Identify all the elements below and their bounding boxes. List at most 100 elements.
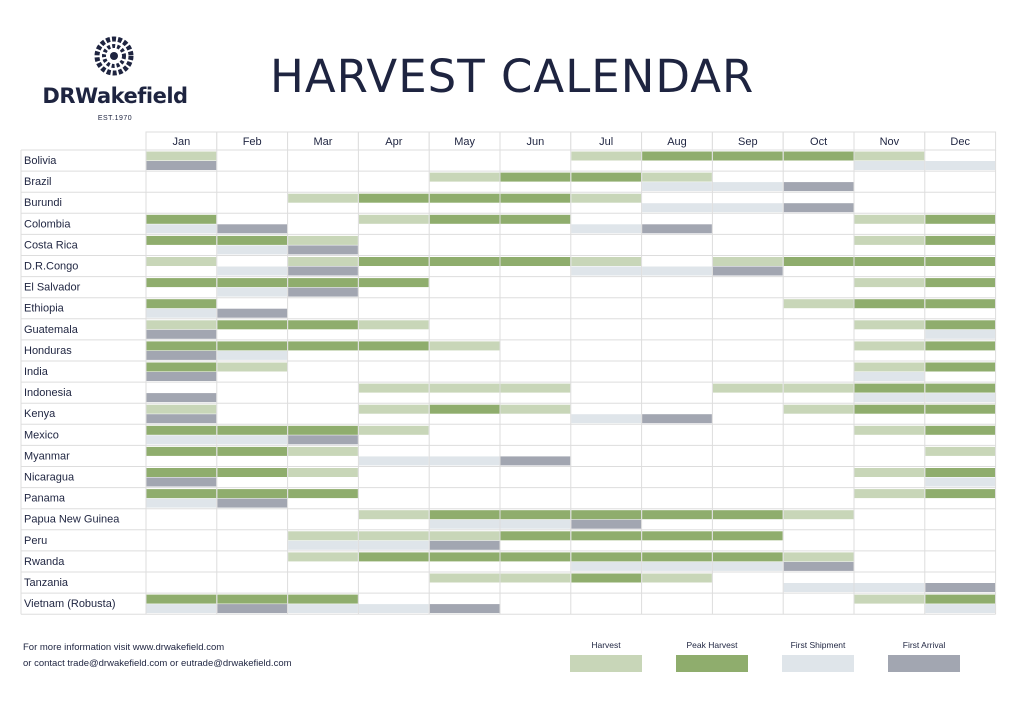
harvest-bar <box>429 172 500 182</box>
harvest-bar <box>854 425 925 435</box>
legend-item-first-shipment: First Shipment <box>782 640 854 672</box>
brand-established: EST.1970 <box>97 115 133 122</box>
shipment-bar <box>146 477 217 487</box>
shipment-bar <box>217 245 288 255</box>
harvest-bar <box>642 172 712 182</box>
shipment-bar <box>500 519 571 529</box>
page-title: HARVEST CALENDAR <box>270 50 755 103</box>
harvest-bar <box>146 362 217 372</box>
shipment-bar <box>783 561 854 571</box>
country-label: Papua New Guinea <box>24 514 120 526</box>
shipment-bar <box>217 266 288 276</box>
shipment-bar <box>429 604 500 614</box>
shipment-bar <box>217 224 288 234</box>
harvest-bar <box>146 299 217 309</box>
country-label: Bolivia <box>24 155 57 167</box>
shipment-bar <box>712 266 783 276</box>
harvest-bar <box>854 320 925 330</box>
shipment-bar <box>358 604 429 614</box>
harvest-bar <box>146 446 217 456</box>
shipment-bar <box>288 245 358 255</box>
harvest-bar <box>429 552 500 562</box>
shipment-bar <box>925 329 996 339</box>
harvest-bar <box>217 235 288 245</box>
country-label: Guatemala <box>24 324 79 336</box>
harvest-bar <box>146 594 217 604</box>
shipment-bar <box>783 203 854 213</box>
harvest-bar <box>854 299 925 309</box>
shipment-bar <box>146 393 217 403</box>
harvest-bar <box>500 383 571 393</box>
shipment-bar <box>854 583 925 592</box>
harvest-bar <box>500 172 571 182</box>
shipment-bar <box>358 456 429 466</box>
shipment-bar <box>429 456 500 466</box>
country-label: Mexico <box>24 429 59 441</box>
harvest-bar <box>358 404 429 414</box>
harvest-bar <box>500 552 571 562</box>
shipment-bar <box>146 435 217 445</box>
harvest-bar <box>217 341 288 351</box>
month-label: Oct <box>810 136 827 148</box>
harvest-bar <box>854 468 925 477</box>
month-label: Dec <box>950 136 970 148</box>
shipment-bar <box>146 308 217 318</box>
harvest-bar <box>288 193 358 203</box>
harvest-bar <box>288 552 358 562</box>
shipment-bar <box>571 561 642 571</box>
month-label: May <box>454 136 475 148</box>
harvest-bar <box>358 257 429 266</box>
harvest-bar <box>925 362 996 372</box>
harvest-bar <box>288 489 358 499</box>
harvest-bar <box>217 320 288 330</box>
shipment-bar <box>712 182 783 192</box>
brand-logo: DRWakefield EST.1970 <box>40 36 190 126</box>
harvest-bar <box>925 341 996 351</box>
harvest-bar <box>854 278 925 288</box>
country-label: Burundi <box>24 197 62 209</box>
shipment-bar <box>642 203 712 213</box>
harvest-bar <box>146 151 217 161</box>
harvest-bar <box>712 151 783 161</box>
shipment-bar <box>288 266 358 276</box>
harvest-bar <box>358 552 429 562</box>
month-label: Feb <box>243 136 262 148</box>
harvest-bar <box>217 468 288 477</box>
harvest-bar <box>429 214 500 224</box>
harvest-bar <box>642 531 712 541</box>
harvest-bar <box>429 193 500 203</box>
shipment-bar <box>712 561 783 571</box>
harvest-bar <box>925 489 996 499</box>
country-label: D.R.Congo <box>24 261 78 273</box>
harvest-calendar-table: Jan Feb Mar Apr May Jun Jul Aug Sep Oct Nov Dec Boli… <box>20 131 997 615</box>
harvest-bar <box>854 257 925 266</box>
shipment-bar <box>217 435 288 445</box>
harvest-bar <box>217 362 288 372</box>
harvest-bar <box>642 151 712 161</box>
harvest-bar <box>217 425 288 435</box>
harvest-bar <box>571 510 642 520</box>
country-label: Kenya <box>24 408 56 420</box>
month-label: Aug <box>667 136 687 148</box>
harvest-bar <box>146 214 217 224</box>
brand-name: DRWakefield <box>42 84 188 108</box>
harvest-bar <box>288 468 358 477</box>
harvest-bar <box>500 214 571 224</box>
harvest-bar <box>712 383 783 393</box>
shipment-bar <box>925 161 996 170</box>
legend-label: First Arrival <box>902 640 946 650</box>
harvest-bar <box>571 172 642 182</box>
shipment-bar <box>429 519 500 529</box>
harvest-bar <box>571 151 642 161</box>
harvest-bar <box>217 446 288 456</box>
shipment-bar <box>358 540 429 550</box>
harvest-bar <box>854 235 925 245</box>
harvest-bar <box>783 299 854 309</box>
harvest-bar <box>854 594 925 604</box>
shipment-bar <box>217 604 288 614</box>
month-label: Mar <box>314 136 333 148</box>
shipment-bar <box>217 308 288 318</box>
country-label: Honduras <box>24 345 72 357</box>
logo-mark-icon <box>94 36 134 76</box>
harvest-bar <box>925 214 996 224</box>
